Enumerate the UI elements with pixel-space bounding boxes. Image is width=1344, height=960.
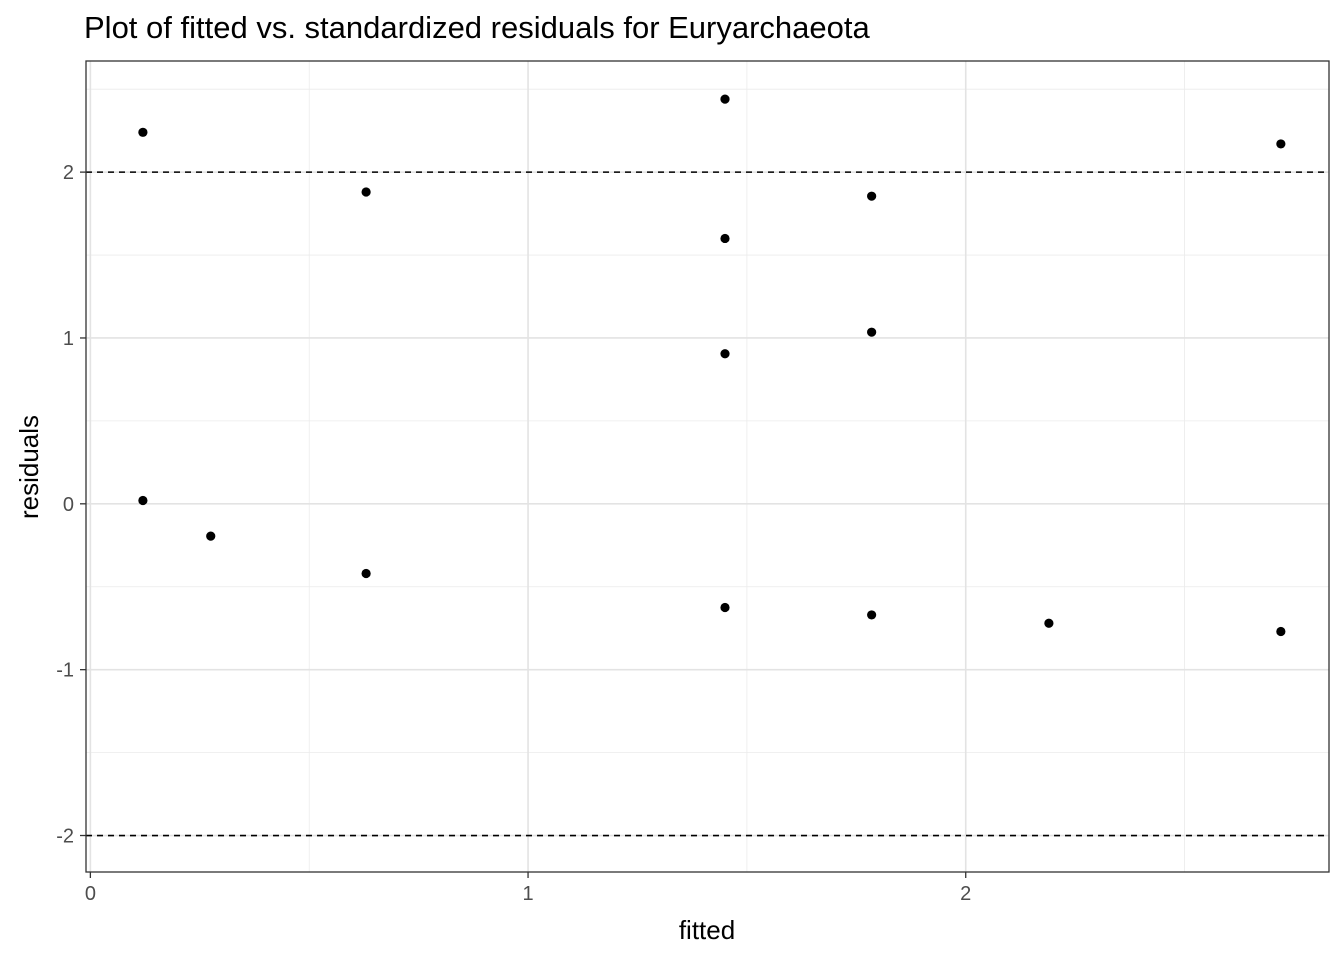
y-tick-label: 0 [63,494,74,516]
data-point [720,233,730,244]
data-point [1044,618,1054,628]
data-point [206,531,216,541]
y-tick-label: 2 [63,162,74,184]
y-axis-title: residuals [14,415,44,519]
y-tick-label: -2 [56,826,74,848]
data-point [720,349,730,359]
x-tick-label: 1 [522,883,533,905]
data-point [361,568,371,579]
chart-title: Plot of fitted vs. standardized residual… [84,10,870,45]
data-point [138,127,148,137]
x-axis-title: fitted [679,915,735,945]
x-axis: 0 1 2 [85,872,971,905]
data-point [867,191,877,201]
plot-panel-border [85,60,1330,873]
data-point [138,495,148,506]
data-point [867,327,877,337]
data-point [720,602,730,613]
data-points [138,94,1286,637]
y-tick-label: -1 [56,660,74,682]
y-axis: -2 -1 0 1 2 [56,162,86,848]
reference-lines [86,171,1329,837]
y-tick-label: 1 [63,328,74,350]
x-tick-label: 2 [960,883,971,905]
data-point [720,94,730,104]
minor-gridlines [86,61,1329,872]
data-point [1276,626,1286,637]
data-point [361,187,371,197]
x-tick-label: 0 [85,883,96,905]
data-point [1276,139,1286,149]
data-point [867,610,877,620]
plot-background [86,61,1329,872]
